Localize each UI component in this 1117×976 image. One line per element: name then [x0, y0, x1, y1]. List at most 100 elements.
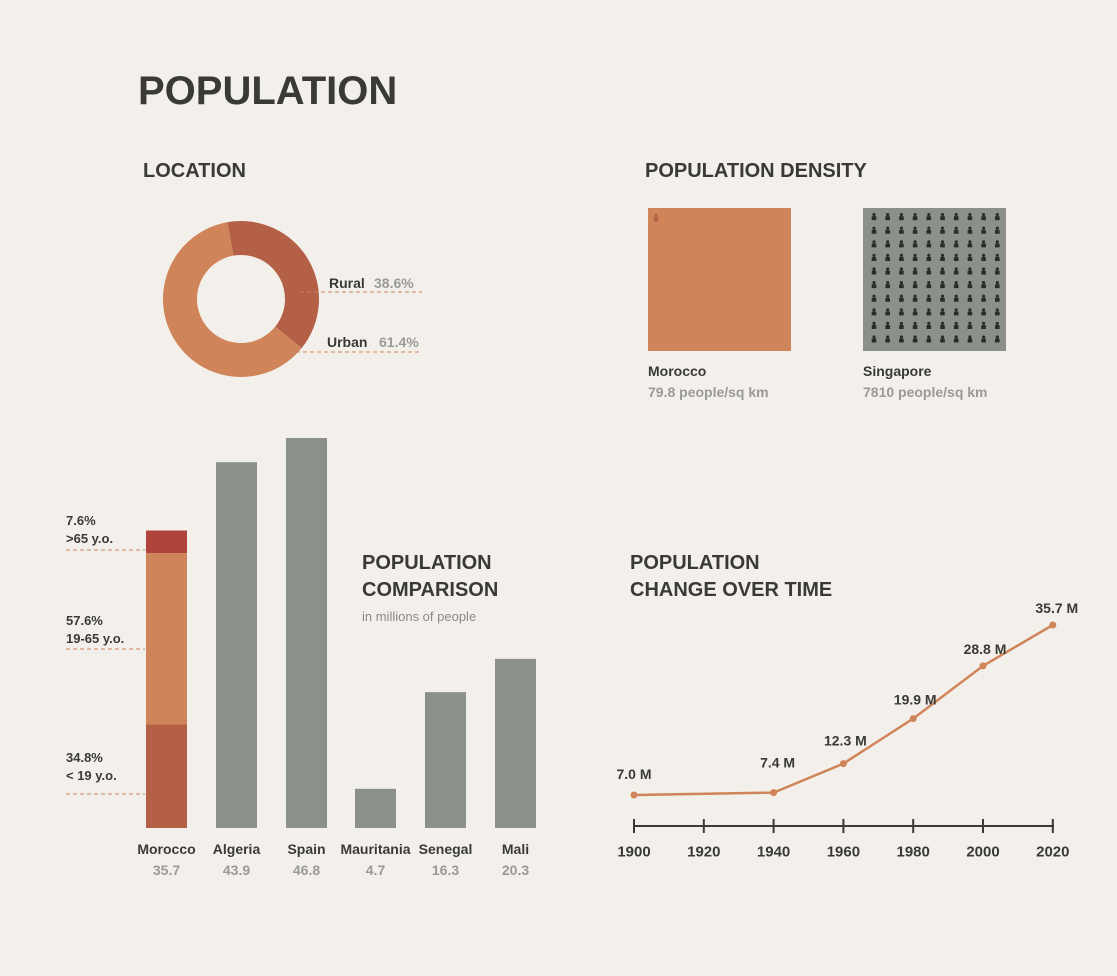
- urban-value: 61.4%: [379, 334, 419, 350]
- morocco-person-icon: [653, 213, 659, 222]
- age-adult-pct: 57.6%: [66, 613, 103, 628]
- person-icon: [967, 213, 973, 221]
- person-icon: [912, 294, 918, 302]
- donut-slice-urban: [163, 222, 302, 378]
- person-icon: [871, 267, 877, 275]
- person-icon: [871, 335, 877, 343]
- person-icon: [940, 335, 945, 343]
- person-icon: [940, 308, 945, 316]
- person-icon: [953, 267, 959, 275]
- line-point-label: 12.3 M: [824, 733, 867, 749]
- line-point: [979, 662, 987, 670]
- bar-category-label: Mali: [502, 841, 529, 857]
- morocco-person-icon-shape: [653, 213, 659, 222]
- person-icon: [953, 226, 959, 234]
- singapore-density-square: [863, 208, 1006, 351]
- rural-value: 38.6%: [374, 275, 414, 291]
- line-point-label: 35.7 M: [1035, 600, 1078, 616]
- person-icon: [940, 267, 945, 275]
- person-icon: [912, 267, 918, 275]
- comparison-title-line1: POPULATION: [362, 552, 492, 574]
- x-tick-label: 2000: [966, 843, 999, 860]
- person-icon: [953, 335, 959, 343]
- person-icon: [899, 267, 904, 275]
- line-point: [909, 715, 917, 723]
- bar-category-label: Mauritania: [340, 841, 410, 857]
- singapore-density-value: 7810 people/sq km: [863, 384, 988, 400]
- person-icon: [981, 267, 986, 275]
- urban-label: Urban: [327, 334, 367, 350]
- bar-value-label: 4.7: [366, 862, 386, 878]
- person-icon: [912, 321, 918, 329]
- comparison-subtitle: in millions of people: [362, 609, 476, 624]
- bar-value-label: 20.3: [502, 862, 529, 878]
- singapore-density-name: Singapore: [863, 363, 932, 379]
- person-icon: [953, 213, 959, 221]
- comparison-bars: Morocco 35.7 Algeria 43.9 Spain 46.8 Mauritani…: [137, 438, 536, 878]
- person-icon: [871, 253, 877, 261]
- bar-value-label: 46.8: [293, 862, 320, 878]
- person-icon: [899, 335, 904, 343]
- person-icon: [926, 253, 932, 261]
- line-point-label: 7.0 M: [616, 766, 651, 782]
- person-icon: [885, 294, 891, 302]
- person-icon: [885, 240, 891, 248]
- person-icon: [926, 240, 932, 248]
- bar-category-label: Spain: [287, 841, 325, 857]
- bar-senegal: [425, 692, 466, 828]
- person-icon: [912, 240, 918, 248]
- person-icon: [926, 281, 932, 289]
- person-icon: [899, 253, 904, 261]
- person-icon: [871, 294, 877, 302]
- person-icon: [967, 240, 973, 248]
- comparison-title-line2: COMPARISON: [362, 579, 498, 601]
- person-icon: [899, 213, 904, 221]
- person-icon: [885, 321, 891, 329]
- age-elderly-pct: 7.6%: [66, 513, 96, 528]
- morocco-density-value: 79.8 people/sq km: [648, 384, 769, 400]
- person-icon: [994, 335, 1000, 343]
- line-point: [839, 760, 847, 768]
- person-icon: [899, 240, 904, 248]
- bar-category-label: Senegal: [419, 841, 473, 857]
- x-tick-label: 1940: [757, 843, 790, 860]
- person-icon: [885, 226, 891, 234]
- morocco-bar-youth: [146, 724, 187, 828]
- morocco-density-name: Morocco: [648, 363, 706, 379]
- person-icon: [871, 213, 877, 221]
- person-icon: [981, 253, 986, 261]
- x-tick-label: 1960: [827, 843, 860, 860]
- person-icon: [926, 294, 932, 302]
- line-point-label: 28.8 M: [964, 641, 1007, 657]
- person-icon: [994, 281, 1000, 289]
- density-title: POPULATION DENSITY: [645, 160, 868, 182]
- change-line-chart: 1900 1920 1940 1960 1980 2000 2020 7.0 M 7.4 M 12…: [616, 600, 1078, 860]
- age-youth-range: < 19 y.o.: [66, 768, 117, 783]
- person-icon: [953, 321, 959, 329]
- location-donut: [163, 221, 319, 378]
- person-icon: [967, 335, 973, 343]
- bar-category-label: Algeria: [213, 841, 261, 857]
- person-icon: [967, 321, 973, 329]
- line-point-label: 7.4 M: [760, 755, 795, 771]
- person-icon: [912, 308, 918, 316]
- bar-value-label: 35.7: [153, 862, 180, 878]
- person-icon: [912, 213, 918, 221]
- bar-value-label: 16.3: [432, 862, 459, 878]
- person-icon: [981, 213, 986, 221]
- morocco-bar-elderly: [146, 530, 187, 554]
- person-icon: [967, 294, 973, 302]
- person-icon: [940, 294, 945, 302]
- person-icon: [926, 335, 932, 343]
- x-tick-label: 1900: [617, 843, 650, 860]
- age-youth-pct: 34.8%: [66, 750, 103, 765]
- person-icon: [912, 226, 918, 234]
- person-icon: [940, 240, 945, 248]
- change-title-line1: POPULATION: [630, 552, 760, 574]
- person-icon: [899, 226, 904, 234]
- person-icon: [967, 308, 973, 316]
- person-icon: [912, 281, 918, 289]
- person-icon: [899, 321, 904, 329]
- person-icon: [871, 321, 877, 329]
